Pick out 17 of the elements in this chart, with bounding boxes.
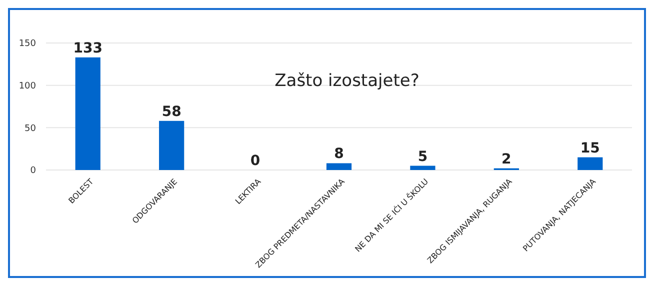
y-tick-label: 0	[30, 166, 36, 176]
data-label: 0	[250, 153, 260, 169]
bar	[326, 163, 352, 170]
data-label: 8	[334, 146, 344, 162]
data-label: 133	[73, 40, 102, 56]
bar	[75, 57, 100, 170]
y-tick-label: 150	[18, 39, 36, 50]
text: Zašto izostajete?	[274, 71, 420, 91]
bar	[578, 157, 603, 170]
y-tick-label: 100	[18, 81, 36, 92]
data-label: 5	[418, 148, 428, 165]
bar	[159, 120, 184, 170]
data-label: 58	[162, 104, 182, 120]
y-tick-label: 50	[24, 124, 36, 134]
bar	[410, 166, 436, 170]
data-label: 2	[502, 151, 512, 168]
data-label: 15	[580, 140, 600, 156]
